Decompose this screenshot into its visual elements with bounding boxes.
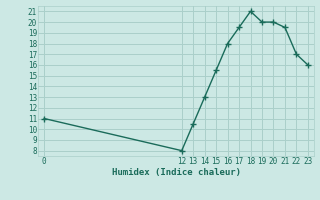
X-axis label: Humidex (Indice chaleur): Humidex (Indice chaleur) bbox=[111, 168, 241, 177]
